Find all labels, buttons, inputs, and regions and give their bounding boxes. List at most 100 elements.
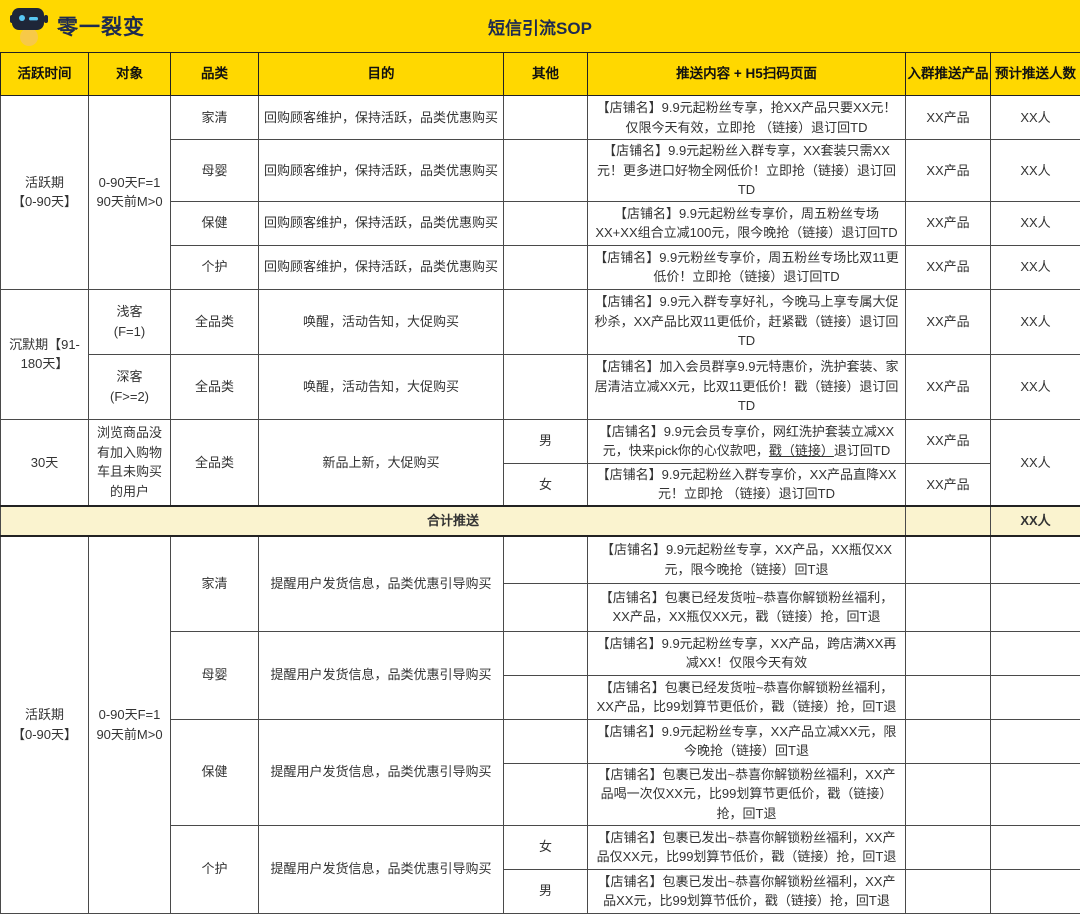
cell-content: 【店铺名】加入会员群享9.9元特惠价，洗护套装、家居清洁立减XX元，比双11更低… — [588, 354, 906, 419]
cell-purpose: 回购顾客维护，保持活跃，品类优惠购买 — [259, 245, 504, 289]
col-header-target: 对象 — [89, 53, 171, 96]
summary-people: XX人 — [991, 506, 1080, 536]
cell-content: 【店铺名】包裹已经发货啦~恭喜你解锁粉丝福利，XX产品，XX瓶仅XX元，戳（链接… — [588, 583, 906, 631]
sop-table: 活跃时间 对象 品类 目的 其他 推送内容 + H5扫码页面 入群推送产品 预计… — [0, 52, 1080, 914]
cell-target: 浅客 (F=1) — [89, 289, 171, 354]
brand: 零一裂变 — [0, 6, 145, 46]
cell-content: 【店铺名】9.9元起粉丝专享价，周五粉丝专场XX+XX组合立减100元，限今晚抢… — [588, 201, 906, 245]
cell-product: XX产品 — [906, 201, 991, 245]
col-header-people: 预计推送人数 — [991, 53, 1080, 96]
cell-content: 【店铺名】9.9元起粉丝入群专享，XX套装只需XX元！更多进口好物全网低价！立即… — [588, 140, 906, 202]
cell-other — [504, 763, 588, 825]
cell-other — [504, 289, 588, 354]
table-row: 深客 (F>=2) 全品类 唤醒，活动告知，大促购买 【店铺名】加入会员群享9.… — [1, 354, 1080, 419]
cell-content: 【店铺名】9.9元起粉丝专享，抢XX产品只要XX元！仅限今天有效，立即抢 （链接… — [588, 96, 906, 140]
cell-category: 个护 — [171, 245, 259, 289]
summary-row: 合计推送 XX人 — [1, 506, 1080, 536]
header-row: 活跃时间 对象 品类 目的 其他 推送内容 + H5扫码页面 入群推送产品 预计… — [1, 53, 1080, 96]
cell-target: 0-90天F=1 90天前M>0 — [89, 96, 171, 290]
cell-product: XX产品 — [906, 140, 991, 202]
cell-active-time: 活跃期 【0-90天】 — [1, 96, 89, 290]
cell-purpose: 唤醒，活动告知，大促购买 — [259, 289, 504, 354]
cell-target: 0-90天F=1 90天前M>0 — [89, 536, 171, 913]
cell-purpose: 新品上新，大促购买 — [259, 419, 504, 506]
cell-other: 女 — [504, 463, 588, 506]
cell-content: 【店铺名】包裹已发出~恭喜你解锁粉丝福利，XX产品喝一次仅XX元，比99划算节更… — [588, 763, 906, 825]
cell-product — [906, 825, 991, 869]
cell-other — [504, 201, 588, 245]
cell-content: 【店铺名】包裹已发出~恭喜你解锁粉丝福利，XX产品仅XX元，比99划算节低价，戳… — [588, 825, 906, 869]
col-header-time: 活跃时间 — [1, 53, 89, 96]
cell-target: 浏览商品没有加入购物车且未购买的用户 — [89, 419, 171, 506]
cell-purpose: 提醒用户发货信息，品类优惠引导购买 — [259, 825, 504, 913]
table-row: 沉默期【91-180天】 浅客 (F=1) 全品类 唤醒，活动告知，大促购买 【… — [1, 289, 1080, 354]
cell-category: 全品类 — [171, 354, 259, 419]
col-header-content: 推送内容 + H5扫码页面 — [588, 53, 906, 96]
col-header-other: 其他 — [504, 53, 588, 96]
cell-people: XX人 — [991, 354, 1080, 419]
page-title: 短信引流SOP — [0, 14, 1080, 39]
summary-product-cell — [906, 506, 991, 536]
cell-people: XX人 — [991, 140, 1080, 202]
cell-category: 母婴 — [171, 140, 259, 202]
cell-active-time: 沉默期【91-180天】 — [1, 289, 89, 419]
cell-content: 【店铺名】包裹已经发货啦~恭喜你解锁粉丝福利，XX产品，比99划算节更低价，戳（… — [588, 675, 906, 719]
cell-purpose: 回购顾客维护，保持活跃，品类优惠购买 — [259, 96, 504, 140]
summary-label: 合计推送 — [1, 506, 906, 536]
cell-product — [906, 763, 991, 825]
cell-product — [906, 869, 991, 913]
cell-people — [991, 869, 1080, 913]
cell-product — [906, 631, 991, 675]
cell-content: 【店铺名】9.9元会员专享价，网红洗护套装立减XX元，快来pick你的心仪款吧，… — [588, 419, 906, 463]
cell-category: 家清 — [171, 96, 259, 140]
col-header-purpose: 目的 — [259, 53, 504, 96]
col-header-category: 品类 — [171, 53, 259, 96]
cell-purpose: 回购顾客维护，保持活跃，品类优惠购买 — [259, 201, 504, 245]
table-row: 活跃期 【0-90天】 0-90天F=1 90天前M>0 家清 回购顾客维护，保… — [1, 96, 1080, 140]
cell-people — [991, 675, 1080, 719]
cell-category: 家清 — [171, 536, 259, 631]
cell-content: 【店铺名】9.9元入群专享好礼，今晚马上享专属大促秒杀，XX产品比双11更低价，… — [588, 289, 906, 354]
cell-other — [504, 719, 588, 763]
top-brand-bar: 零一裂变 短信引流SOP — [0, 0, 1080, 52]
cell-people — [991, 631, 1080, 675]
cell-people — [991, 719, 1080, 763]
cell-category: 保健 — [171, 719, 259, 825]
cell-people: XX人 — [991, 201, 1080, 245]
cell-content: 【店铺名】9.9元起粉丝专享，XX产品立减XX元，限今晚抢（链接）回T退 — [588, 719, 906, 763]
cell-other — [504, 583, 588, 631]
cell-purpose: 提醒用户发货信息，品类优惠引导购买 — [259, 631, 504, 719]
cell-active-time: 30天 — [1, 419, 89, 506]
cell-people: XX人 — [991, 419, 1080, 506]
cell-product — [906, 675, 991, 719]
brand-name: 零一裂变 — [57, 11, 145, 41]
cell-other — [504, 675, 588, 719]
cell-product: XX产品 — [906, 289, 991, 354]
cell-purpose: 唤醒，活动告知，大促购买 — [259, 354, 504, 419]
cell-other — [504, 245, 588, 289]
table-row: 30天 浏览商品没有加入购物车且未购买的用户 全品类 新品上新，大促购买 男 【… — [1, 419, 1080, 463]
cell-product: XX产品 — [906, 96, 991, 140]
cell-people: XX人 — [991, 289, 1080, 354]
cell-purpose: 回购顾客维护，保持活跃，品类优惠购买 — [259, 140, 504, 202]
cell-other: 女 — [504, 825, 588, 869]
cell-other — [504, 140, 588, 202]
cell-category: 全品类 — [171, 289, 259, 354]
cell-other: 男 — [504, 419, 588, 463]
cell-other — [504, 96, 588, 140]
cell-other — [504, 536, 588, 583]
cell-product: XX产品 — [906, 463, 991, 506]
cell-content: 【店铺名】9.9元粉丝专享价，周五粉丝专场比双11更低价！立即抢（链接）退订回T… — [588, 245, 906, 289]
cell-content: 【店铺名】9.9元起粉丝专享，XX产品，跨店满XX再减XX！仅限今天有效 — [588, 631, 906, 675]
cell-category: 个护 — [171, 825, 259, 913]
cell-category: 母婴 — [171, 631, 259, 719]
cell-people — [991, 536, 1080, 583]
cell-other — [504, 631, 588, 675]
table-row: 活跃期 【0-90天】 0-90天F=1 90天前M>0 家清 提醒用户发货信息… — [1, 536, 1080, 583]
cell-purpose: 提醒用户发货信息，品类优惠引导购买 — [259, 719, 504, 825]
cell-category: 保健 — [171, 201, 259, 245]
cell-content: 【店铺名】包裹已发出~恭喜你解锁粉丝福利，XX产品XX元，比99划算节低价，戳（… — [588, 869, 906, 913]
cell-people: XX人 — [991, 245, 1080, 289]
cell-content: 【店铺名】9.9元起粉丝专享，XX产品，XX瓶仅XX元，限今晚抢（链接）回T退 — [588, 536, 906, 583]
cell-target: 深客 (F>=2) — [89, 354, 171, 419]
